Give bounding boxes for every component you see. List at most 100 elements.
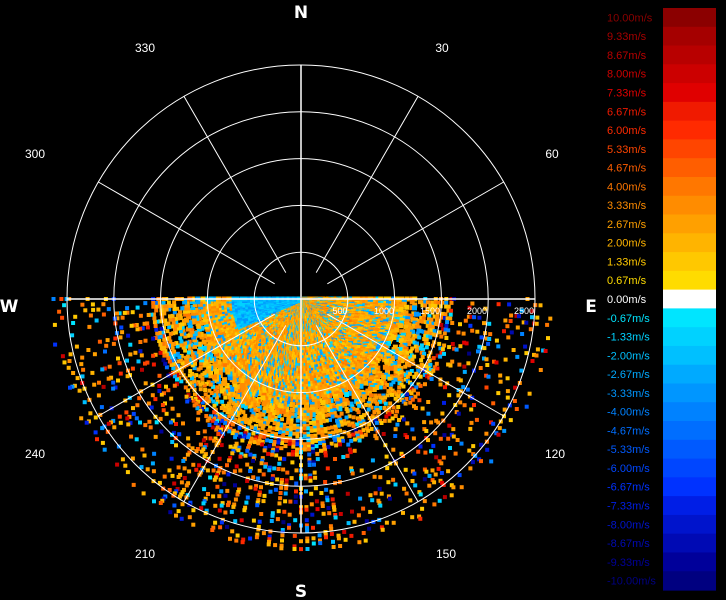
velocity-cell (363, 403, 368, 407)
velocity-cell (391, 477, 396, 482)
velocity-cell (203, 452, 208, 457)
velocity-cell (158, 501, 163, 505)
velocity-cell (511, 348, 516, 352)
velocity-cell (408, 313, 414, 319)
velocity-cell (469, 420, 474, 425)
velocity-cell (458, 400, 463, 405)
velocity-cell (285, 425, 290, 430)
velocity-cell (344, 407, 349, 411)
velocity-cell (397, 372, 402, 377)
velocity-cell (270, 431, 275, 436)
velocity-cell (216, 416, 221, 421)
velocity-cell (447, 393, 452, 398)
velocity-cell (379, 525, 384, 530)
velocity-cell (145, 467, 150, 472)
velocity-cell (315, 420, 320, 425)
velocity-cell (163, 494, 168, 499)
velocity-cell (362, 413, 367, 418)
velocity-cell (307, 452, 312, 457)
velocity-cell (239, 452, 244, 457)
velocity-cell (237, 445, 242, 450)
velocity-cell (190, 446, 195, 451)
velocity-cell (170, 440, 175, 444)
velocity-cell (423, 341, 428, 346)
velocity-cell (293, 518, 298, 523)
velocity-cell (505, 324, 510, 329)
velocity-cell (523, 344, 528, 349)
velocity-cell (235, 400, 240, 405)
velocity-cell (359, 380, 365, 386)
velocity-cell (346, 442, 351, 447)
velocity-cell (305, 547, 310, 551)
velocity-cell (336, 437, 341, 442)
velocity-cell (195, 406, 200, 411)
velocity-cell (275, 445, 280, 450)
velocity-cell (230, 397, 235, 402)
velocity-cell (230, 422, 235, 427)
velocity-cell (408, 349, 413, 354)
velocity-cell (317, 414, 322, 419)
velocity-cell (282, 425, 287, 430)
velocity-cell (181, 459, 186, 463)
velocity-cell (457, 473, 462, 478)
velocity-cell (275, 421, 280, 426)
velocity-cell (290, 460, 295, 465)
velocity-cell (295, 399, 301, 405)
velocity-cell (245, 495, 250, 500)
velocity-cell (269, 519, 274, 523)
velocity-cell (323, 450, 328, 455)
velocity-cell (361, 394, 367, 400)
velocity-cell (174, 443, 178, 448)
velocity-cell (262, 407, 268, 413)
velocity-cell (213, 520, 218, 525)
velocity-cell (184, 483, 189, 488)
velocity-cell (399, 365, 404, 370)
velocity-cell (233, 386, 239, 392)
velocity-cell (295, 429, 300, 434)
velocity-cell (467, 305, 472, 310)
velocity-cell (255, 503, 260, 508)
velocity-cell (433, 431, 438, 436)
velocity-cell (403, 310, 409, 316)
velocity-cell (304, 505, 309, 510)
velocity-cell (316, 393, 322, 398)
velocity-cell (290, 394, 296, 400)
velocity-cell (211, 494, 216, 499)
velocity-cell (270, 476, 275, 481)
velocity-cell (370, 414, 375, 419)
velocity-cell (226, 391, 231, 396)
velocity-cell (385, 383, 389, 387)
velocity-cell (276, 467, 281, 471)
velocity-cell (427, 473, 432, 478)
velocity-cell (304, 523, 309, 528)
velocity-cell (399, 301, 405, 307)
velocity-cell (548, 316, 553, 321)
velocity-cell (307, 463, 312, 467)
velocity-cell (359, 432, 364, 437)
velocity-cell (325, 495, 330, 500)
velocity-cell (182, 487, 186, 492)
velocity-cell (191, 522, 196, 527)
velocity-cell (302, 442, 307, 447)
velocity-cell (435, 366, 440, 371)
velocity-cell (319, 408, 325, 414)
velocity-cell (200, 400, 205, 405)
velocity-cell (393, 348, 399, 354)
velocity-cell (333, 427, 338, 432)
velocity-cell (373, 393, 378, 398)
velocity-cell (235, 430, 240, 435)
velocity-cell (286, 418, 291, 422)
velocity-cell (209, 414, 213, 419)
velocity-cell (337, 439, 342, 444)
velocity-cell (244, 500, 249, 505)
velocity-cell (361, 428, 366, 433)
velocity-cell (262, 410, 267, 415)
velocity-cell (417, 335, 422, 340)
velocity-cell (506, 335, 511, 340)
velocity-cell (443, 385, 447, 390)
velocity-cell (403, 353, 408, 358)
velocity-cell (401, 417, 406, 422)
velocity-cell (444, 300, 449, 305)
velocity-cell (337, 415, 342, 420)
velocity-cell (248, 401, 254, 407)
